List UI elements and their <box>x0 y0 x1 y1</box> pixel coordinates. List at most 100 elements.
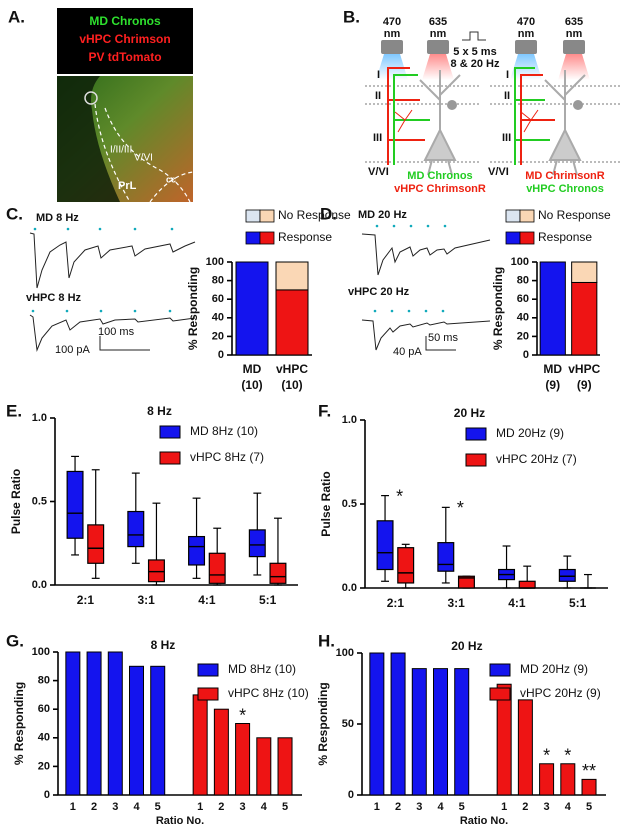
x-axis-label: Ratio No. <box>156 815 204 827</box>
bar <box>517 699 533 796</box>
legend-swatch <box>197 687 219 701</box>
bar <box>150 665 166 796</box>
pv-neuron <box>394 109 413 133</box>
y-tick-label: 20 <box>517 330 529 342</box>
stim-marker <box>390 309 394 313</box>
stim-marker <box>375 224 379 228</box>
legend-swatch <box>465 427 487 441</box>
legend-swatch <box>197 663 219 677</box>
layer-borders <box>365 85 620 163</box>
y-axis-label: Pulse Ratio <box>9 469 23 534</box>
legend-swatch <box>245 231 261 245</box>
trace <box>29 314 196 352</box>
wavelength-unit: nm <box>430 28 447 40</box>
panel-label: C. <box>6 204 23 223</box>
layer-label: II <box>375 90 381 102</box>
trace-label: vHPC 8 Hz <box>26 292 82 304</box>
panel-label: A. <box>8 7 25 26</box>
y-tick-label: 0.5 <box>342 498 357 510</box>
legend-swatch <box>159 425 181 439</box>
scale-bar <box>99 336 150 351</box>
boundary <box>149 171 194 203</box>
stimulus: 8 & 20 Hz <box>451 58 500 70</box>
legend-swatch <box>489 663 511 677</box>
y-tick-label: 40 <box>212 312 224 324</box>
chart-title: 20 Hz <box>451 639 482 653</box>
x-tick-label: 4 <box>437 801 444 813</box>
box <box>397 547 415 584</box>
box <box>376 520 394 571</box>
y-tick-label: 0 <box>348 789 354 801</box>
significance: * <box>239 705 246 725</box>
boundary <box>94 103 131 203</box>
y-tick-label: 60 <box>517 293 529 305</box>
bar-segment <box>571 261 598 283</box>
neurons-right <box>514 67 586 176</box>
bar-segment <box>235 261 269 356</box>
legend-swatch <box>505 209 521 223</box>
x-tick-label: 4:1 <box>508 596 526 610</box>
stim-marker <box>170 227 174 231</box>
y-axis-label: % Responding <box>316 682 330 765</box>
chart-title: 8 Hz <box>151 638 176 652</box>
legend-label: MD 20Hz (9) <box>496 426 564 440</box>
box <box>188 535 206 566</box>
scale-label: 50 ms <box>428 332 458 344</box>
bar <box>129 665 145 796</box>
pulse-icon <box>462 31 486 41</box>
box <box>558 568 576 582</box>
stim-marker <box>99 309 103 313</box>
x-tick-label: 5 <box>155 801 161 813</box>
box <box>248 529 266 558</box>
stim-marker <box>441 309 445 313</box>
panel-label: F. <box>318 401 331 420</box>
significance: * <box>457 498 464 518</box>
panel-label: G. <box>6 631 24 650</box>
pv-neuron <box>520 109 539 133</box>
bar <box>65 651 81 796</box>
x-tick-label: MD <box>243 362 262 376</box>
legend-label: vHPC 20Hz (9) <box>520 686 601 700</box>
interneuron <box>447 100 457 110</box>
chart-title: 8 Hz <box>147 404 172 418</box>
x-tick-label: 5:1 <box>259 593 277 607</box>
x-axis-label: Ratio No. <box>460 815 508 827</box>
traces-d: MD 20 Hz vHPC 20 Hz 50 ms 40 pA <box>348 209 491 358</box>
panel-b: 470 nm 635 nm 470 nm 635 nm 5 x 5 ms 8 &… <box>365 16 620 195</box>
x-tick-label: 4 <box>133 801 140 813</box>
x-tick-label: 3:1 <box>137 593 155 607</box>
panel-label: B. <box>343 7 360 26</box>
legend-label: MD 20Hz (9) <box>520 662 588 676</box>
scale-label: 40 pA <box>393 346 422 358</box>
bar <box>560 763 576 796</box>
panel-a: MD Chronos vHPC Chrimson PV tdTomato I/I… <box>57 8 194 203</box>
bar <box>256 737 272 796</box>
md-axon <box>520 74 555 165</box>
y-tick-label: 100 <box>336 647 354 659</box>
bar <box>235 723 251 796</box>
stim-marker <box>426 224 430 228</box>
y-tick-label: 100 <box>206 256 224 268</box>
led <box>381 40 403 54</box>
panel-label: D. <box>320 204 337 223</box>
layer-label: III <box>373 132 382 144</box>
layer-label: V/VI <box>488 166 509 178</box>
legend-box <box>57 8 193 74</box>
x-tick-label: vHPC <box>568 362 600 376</box>
bar <box>454 668 470 796</box>
interneuron <box>573 100 583 110</box>
stim-markers <box>375 224 447 228</box>
stim-marker <box>33 227 37 231</box>
layer-label: III <box>502 132 511 144</box>
legend-swatch <box>465 453 487 467</box>
legend-swatch <box>489 687 511 701</box>
bar-segment <box>539 261 566 356</box>
x-tick-label: (10) <box>281 378 302 392</box>
bar <box>433 668 449 796</box>
chart-title: 20 Hz <box>454 406 485 420</box>
wavelength-unit: nm <box>384 28 401 40</box>
md-axon <box>393 74 430 165</box>
x-tick-label: 2:1 <box>387 596 405 610</box>
